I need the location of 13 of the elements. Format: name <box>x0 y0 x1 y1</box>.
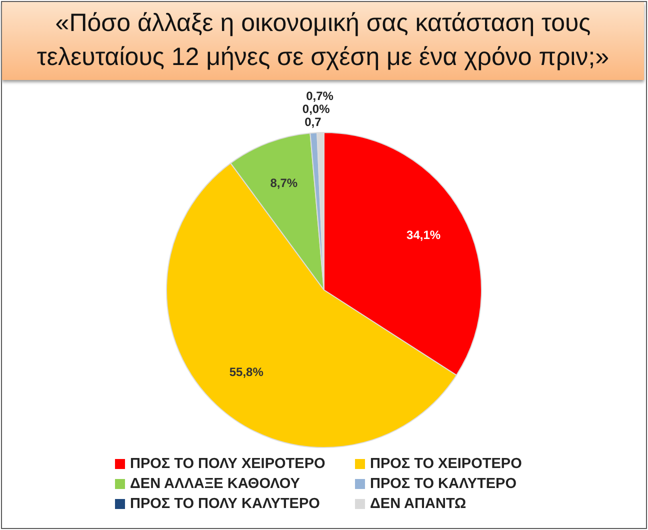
legend-label: ΠΡΟΣ ΤΟ ΚΑΛΥΤΕΡΟ <box>370 476 517 492</box>
data-label: 55,8% <box>229 364 264 379</box>
legend-label: ΔΕΝ ΑΠΑΝΤΩ <box>370 496 466 512</box>
legend-label: ΠΡΟΣ ΤΟ ΠΟΛΥ ΧΕΙΡΟΤΕΡΟ <box>130 456 326 472</box>
legend-label: ΠΡΟΣ ΤΟ ΧΕΙΡΟΤΕΡΟ <box>370 456 522 472</box>
data-label: 8,7% <box>270 176 298 190</box>
legend-label: ΠΡΟΣ ΤΟ ΠΟΛΥ ΚΑΛΥΤΕΡΟ <box>130 496 320 512</box>
data-label: 0,7 <box>304 115 322 130</box>
data-label: 34,1% <box>406 228 441 242</box>
data-label: 0,7% <box>306 88 334 103</box>
text: 0,0% <box>302 102 330 116</box>
chart-title: «Πόσο άλλαξε η οικονομική σας κατάσταση τους τελευταίους 12 μήνες σε σχέση με ένα χρόνο πριν;» <box>2 2 644 80</box>
legend-label: ΔΕΝ ΑΛΛΑΞΕ ΚΑΘΟΛΟΥ <box>130 476 300 492</box>
